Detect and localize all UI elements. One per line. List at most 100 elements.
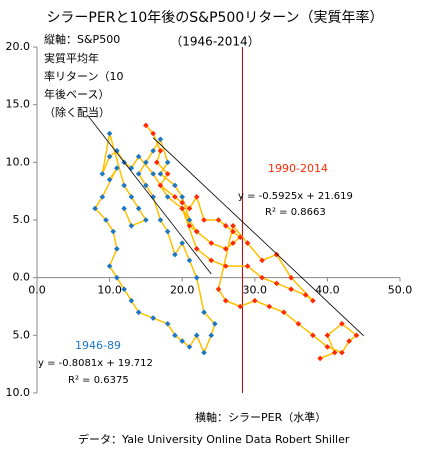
y-label: （除く配当） [44,105,110,119]
trendline [152,137,364,337]
point [259,257,265,264]
point [179,199,185,206]
point [212,321,218,327]
point [186,257,193,264]
point [186,222,193,229]
point [110,228,117,235]
point [281,309,287,316]
point [201,349,207,356]
point [237,303,244,310]
point [114,246,120,252]
point [346,338,352,344]
point [302,292,309,298]
point [237,234,244,241]
point [128,222,135,229]
y-tick-label: 10.0 [6,155,31,168]
y-label: 年後ベース） [44,87,109,101]
point [135,171,142,177]
y-label: 率リターン（10 [44,69,123,83]
point [331,349,338,356]
point [230,222,236,229]
x-tick-label: 20.0 [170,284,195,297]
trend-r2: R² = 0.8663 [265,207,326,218]
point [103,217,109,223]
point [186,217,193,223]
y-tick-label: 5.0 [13,328,31,341]
y-tick-label: 5.0 [13,213,31,226]
point [193,194,200,200]
y-tick-label: 0.0 [13,271,31,284]
point [150,315,156,321]
point [121,182,127,189]
point [222,246,229,252]
point [106,130,113,137]
point [215,286,222,292]
x-tick-label: 30.0 [243,284,268,297]
point [128,297,135,304]
point [157,171,164,177]
point [164,194,171,200]
point [172,251,178,258]
point [179,205,185,212]
point [143,159,149,166]
source: データ：Yale University Online Data Robert S… [78,432,350,446]
point [99,194,106,200]
chart-subtitle: （1946-2014） [170,35,259,49]
point [143,122,149,129]
point [157,136,164,143]
point [164,321,171,327]
x-tick-label: 40.0 [315,284,340,297]
y-tick-label: 15.0 [6,98,31,111]
series-label: 1990-2014 [268,162,328,175]
point [252,297,258,304]
point [310,332,316,339]
point [114,165,120,171]
point [114,148,120,154]
point [310,297,316,304]
point [230,228,236,235]
point [193,246,200,252]
point [92,205,98,212]
point [222,263,229,269]
point [121,205,127,212]
point [99,171,106,177]
point [186,344,193,350]
point [208,332,215,339]
point [273,251,280,258]
point [153,159,160,166]
trend-equation: y = -0.5925x + 21.619 [238,191,353,202]
point [273,280,280,287]
point [201,309,207,316]
point [150,130,156,137]
y-label: 実質平均年 [44,51,99,65]
point [106,263,113,269]
point [179,338,185,344]
point [208,257,215,264]
point [179,240,185,246]
y-tick-label: 10.0 [6,386,31,399]
point [172,182,178,189]
x-tick-label: 10.0 [97,284,122,297]
point [128,194,135,200]
point [324,344,331,350]
point [324,332,331,339]
point [222,297,229,304]
point [157,148,164,154]
point [164,159,171,166]
point [135,205,142,212]
point [193,332,200,339]
trend-r2: R² = 0.6375 [68,375,129,386]
point [193,228,200,235]
point [295,321,302,327]
point [106,153,113,160]
point [244,240,251,246]
point [150,194,156,200]
point [215,217,222,223]
point [186,205,193,212]
point [172,332,178,339]
point [164,228,171,235]
point [201,217,207,223]
trend-equation: y = -0.8081x + 19.712 [38,358,153,369]
point [164,171,171,177]
